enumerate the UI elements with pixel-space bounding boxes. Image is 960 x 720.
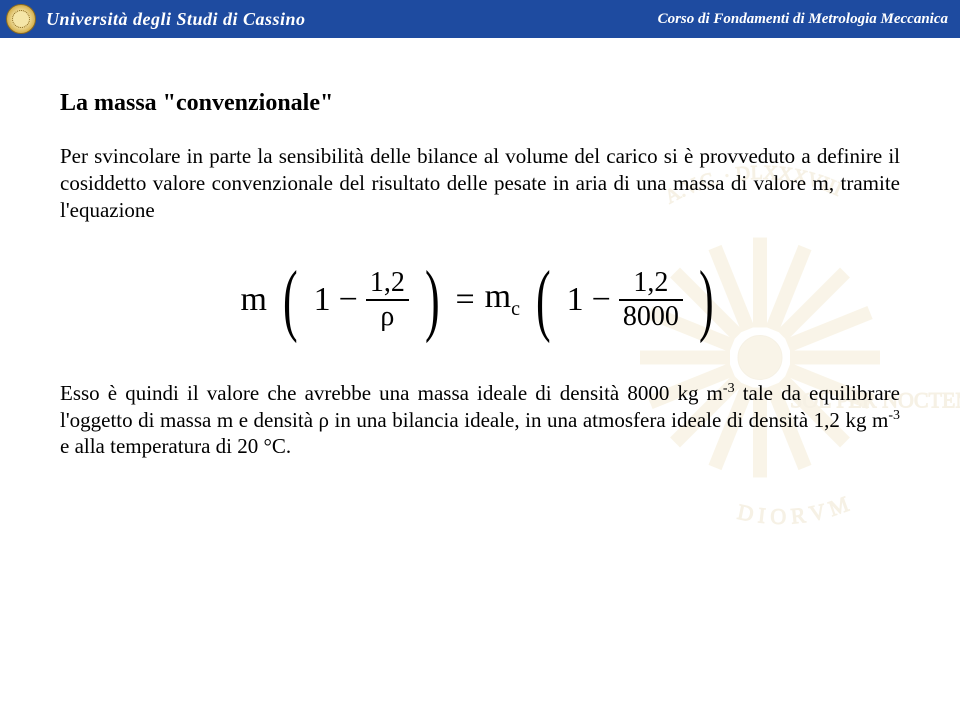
eq-one-b: 1 bbox=[567, 281, 584, 319]
left-paren-1: ( bbox=[283, 260, 298, 340]
eq-one-a: 1 bbox=[314, 281, 331, 319]
right-paren-2: ) bbox=[699, 260, 714, 340]
university-seal-icon bbox=[6, 4, 36, 34]
eq-mc: mc bbox=[485, 278, 520, 321]
eq-frac2-den: 8000 bbox=[619, 301, 683, 331]
header-left: Università degli Studi di Cassino bbox=[6, 4, 306, 34]
course-name: Corso di Fondamenti di Metrologia Meccan… bbox=[658, 11, 948, 28]
eq-frac1-den: ρ bbox=[376, 301, 398, 331]
paragraph-1: Per svincolare in parte la sensibilità d… bbox=[60, 143, 900, 224]
right-paren-1: ) bbox=[425, 260, 440, 340]
eq-m: m bbox=[241, 281, 267, 319]
watermark-text-bottom: D I O R V M bbox=[735, 491, 852, 529]
eq-minus-b: − bbox=[592, 281, 611, 319]
eq-equals: = bbox=[455, 281, 474, 319]
university-name: Università degli Studi di Cassino bbox=[46, 9, 306, 30]
paragraph-2: Esso è quindi il valore che avrebbe una … bbox=[60, 380, 900, 461]
slide-header: Università degli Studi di Cassino Corso … bbox=[0, 0, 960, 38]
svg-text:D I O R V M: D I O R V M bbox=[735, 491, 852, 529]
eq-frac-2: 1,2 8000 bbox=[619, 269, 683, 331]
eq-frac-1: 1,2 ρ bbox=[366, 269, 409, 331]
slide-content: La massa "convenzionale" Per svincolare … bbox=[60, 90, 900, 460]
eq-frac2-num: 1,2 bbox=[629, 269, 672, 299]
eq-frac1-num: 1,2 bbox=[366, 269, 409, 299]
left-paren-2: ( bbox=[536, 260, 551, 340]
slide-title: La massa "convenzionale" bbox=[60, 90, 900, 117]
eq-minus-a: − bbox=[339, 281, 358, 319]
equation: m ( 1 − 1,2 ρ ) = mc ( 1 − 1,2 bbox=[60, 260, 900, 340]
